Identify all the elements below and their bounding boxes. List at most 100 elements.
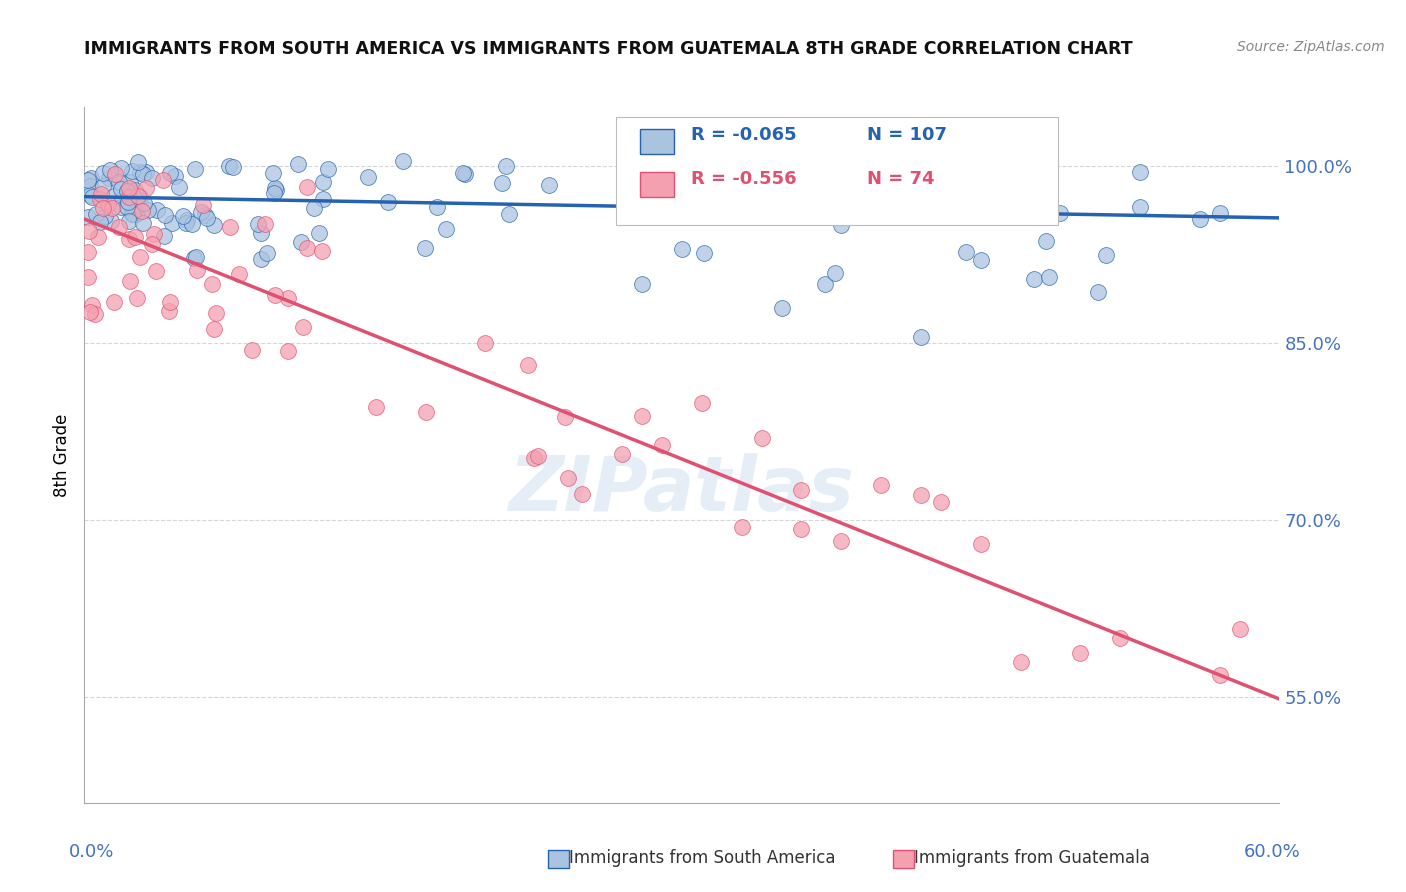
- Point: [910, 488, 932, 502]
- Point: [115, 184, 138, 198]
- Point: [770, 301, 793, 315]
- Point: [929, 495, 952, 509]
- Point: [77, 173, 100, 187]
- Point: [94, 210, 117, 224]
- Point: [1094, 248, 1116, 262]
- Point: [205, 305, 228, 319]
- Point: [690, 396, 713, 410]
- Point: [195, 211, 218, 226]
- Point: [141, 236, 163, 251]
- Point: [163, 169, 186, 183]
- Point: [82, 298, 104, 312]
- Point: [491, 176, 513, 190]
- Point: [1049, 206, 1071, 220]
- Point: [87, 229, 110, 244]
- Point: [291, 320, 314, 334]
- Point: [128, 164, 150, 178]
- Point: [84, 207, 107, 221]
- Point: [302, 201, 325, 215]
- Point: [91, 201, 114, 215]
- Point: [98, 163, 121, 178]
- Point: [132, 196, 155, 211]
- Text: Source: ZipAtlas.com: Source: ZipAtlas.com: [1237, 40, 1385, 54]
- Point: [79, 188, 101, 202]
- Text: N = 74: N = 74: [868, 169, 935, 187]
- Point: [246, 217, 269, 231]
- Point: [174, 216, 197, 230]
- Point: [415, 405, 437, 419]
- Point: [125, 207, 148, 221]
- Point: [830, 533, 852, 548]
- Point: [77, 210, 100, 224]
- Point: [263, 186, 285, 200]
- Point: [77, 269, 100, 284]
- Y-axis label: 8th Grade: 8th Grade: [53, 413, 72, 497]
- Point: [194, 209, 217, 223]
- Point: [77, 224, 100, 238]
- Point: [671, 242, 693, 256]
- Point: [290, 235, 312, 249]
- Text: ZIPatlas: ZIPatlas: [509, 453, 855, 526]
- Point: [141, 171, 163, 186]
- Point: [693, 246, 716, 260]
- Point: [910, 330, 932, 344]
- Point: [312, 175, 335, 189]
- Point: [426, 200, 449, 214]
- Point: [176, 213, 198, 227]
- Point: [202, 322, 225, 336]
- Text: N = 107: N = 107: [868, 126, 948, 144]
- Point: [357, 170, 380, 185]
- Point: [308, 226, 330, 240]
- Point: [124, 230, 146, 244]
- Point: [1109, 632, 1132, 646]
- Point: [79, 179, 101, 194]
- Point: [97, 196, 120, 211]
- Bar: [640, 128, 673, 153]
- Point: [631, 277, 654, 291]
- Point: [131, 204, 153, 219]
- Point: [1188, 212, 1211, 227]
- Point: [1209, 206, 1232, 220]
- Point: [83, 307, 105, 321]
- Point: [264, 183, 287, 197]
- Point: [1229, 622, 1251, 636]
- Point: [103, 189, 125, 203]
- Point: [103, 295, 125, 310]
- Point: [557, 471, 579, 485]
- Point: [316, 162, 339, 177]
- Point: [127, 154, 149, 169]
- Point: [218, 159, 240, 173]
- Point: [122, 207, 145, 221]
- Point: [172, 209, 194, 223]
- Point: [377, 194, 399, 209]
- Point: [277, 343, 299, 358]
- Point: [120, 175, 142, 189]
- Point: [90, 187, 112, 202]
- FancyBboxPatch shape: [616, 118, 1059, 226]
- Point: [517, 358, 540, 372]
- Point: [135, 181, 157, 195]
- Point: [1035, 234, 1057, 248]
- Point: [1129, 200, 1152, 214]
- Point: [153, 229, 176, 244]
- Point: [297, 180, 319, 194]
- Point: [79, 171, 101, 186]
- Point: [790, 522, 813, 536]
- Text: Immigrants from South America: Immigrants from South America: [569, 849, 837, 867]
- Point: [128, 190, 150, 204]
- Point: [157, 304, 180, 318]
- Point: [264, 180, 287, 194]
- Point: [970, 253, 993, 268]
- Point: [612, 447, 634, 461]
- Point: [169, 179, 191, 194]
- Point: [391, 153, 413, 168]
- Point: [538, 178, 561, 193]
- Point: [855, 192, 877, 206]
- Point: [184, 250, 207, 264]
- Point: [89, 192, 111, 206]
- Point: [183, 251, 205, 265]
- Point: [118, 232, 141, 246]
- Point: [824, 266, 846, 280]
- Point: [955, 244, 977, 259]
- Point: [254, 217, 277, 231]
